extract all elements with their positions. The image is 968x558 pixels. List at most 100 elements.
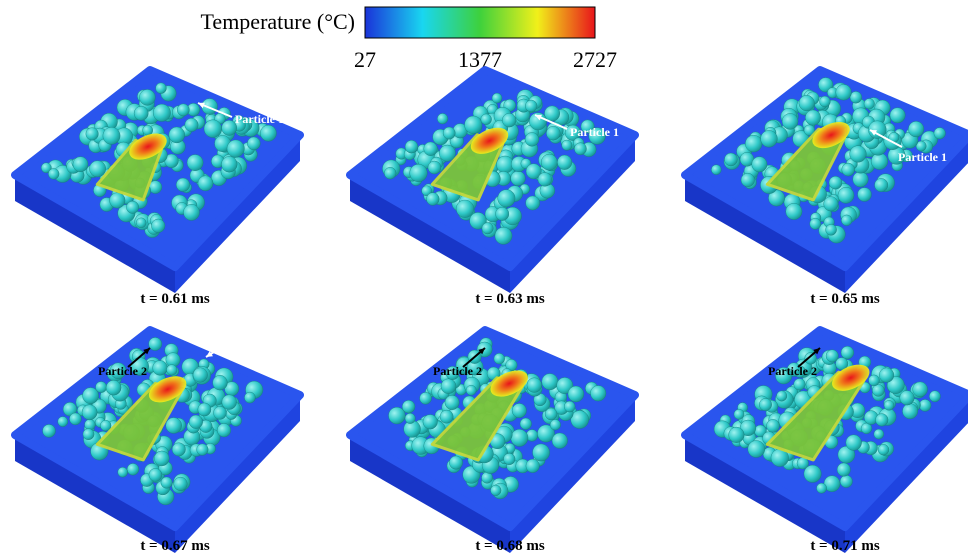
powder-particle	[840, 345, 855, 360]
powder-particle	[226, 139, 245, 158]
powder-particle	[197, 175, 214, 192]
annotation-label: Particle 2	[433, 364, 482, 378]
powder-particle	[449, 455, 463, 470]
powder-particle	[216, 423, 231, 438]
powder-particle	[889, 107, 906, 124]
powder-particle	[168, 126, 186, 144]
powder-particle	[541, 373, 559, 391]
arrow-head	[478, 348, 485, 355]
panel-caption: t = 0.61 ms	[140, 291, 210, 307]
powder-particle	[918, 399, 932, 412]
powder-particle	[422, 414, 438, 430]
powder-particle	[546, 125, 561, 141]
powder-particle	[564, 124, 581, 141]
powder-particle	[563, 400, 576, 413]
powder-particle	[221, 156, 238, 173]
powder-particle	[760, 130, 778, 148]
powder-particle	[388, 406, 406, 425]
powder-particle	[747, 440, 766, 458]
slab-side	[350, 175, 510, 293]
powder-particle	[100, 419, 112, 432]
slab-side	[685, 435, 845, 553]
powder-particle	[835, 357, 849, 371]
powder-particle	[247, 136, 261, 151]
slab-side	[510, 135, 635, 293]
powder-particle	[529, 112, 547, 131]
colorbar	[364, 6, 596, 39]
powder-particle	[570, 410, 589, 429]
powder-particle	[724, 152, 738, 167]
powder-particle	[102, 127, 121, 145]
slab-side	[15, 175, 175, 293]
arrow-head	[813, 348, 820, 355]
powder-particle	[85, 127, 99, 141]
arrow-head	[143, 348, 150, 355]
powder-particle	[401, 400, 416, 414]
powder-particle	[816, 482, 827, 494]
powder-particle	[221, 394, 237, 410]
powder-particle	[875, 413, 889, 427]
powder-particle	[212, 375, 228, 391]
powder-particle	[836, 462, 851, 477]
powder-particle	[879, 367, 895, 383]
powder-particle	[82, 428, 95, 440]
powder-particle	[793, 378, 806, 391]
panel-caption: t = 0.71 ms	[810, 538, 880, 554]
arrow-head	[535, 114, 542, 121]
panel-caption: t = 0.65 ms	[810, 291, 880, 307]
powder-particle	[133, 106, 149, 121]
powder-particle	[48, 168, 60, 180]
powder-particle	[213, 406, 227, 420]
powder-particle	[176, 103, 190, 117]
powder-particle	[151, 218, 166, 233]
powder-particle	[549, 419, 561, 431]
powder-particle	[57, 416, 69, 427]
powder-particle	[929, 390, 941, 403]
powder-particle	[841, 162, 855, 177]
powder-particle	[580, 119, 595, 134]
slab-side	[845, 137, 968, 293]
powder-particle	[491, 92, 503, 104]
powder-particle	[590, 385, 607, 402]
powder-particle	[775, 367, 793, 385]
panel-caption: t = 0.67 ms	[140, 538, 210, 554]
powder-particle	[899, 390, 915, 406]
powder-particle	[845, 434, 862, 451]
powder-particle	[497, 189, 516, 208]
powder-particle	[868, 374, 880, 387]
powder-particle	[437, 113, 449, 125]
powder-particle	[494, 226, 513, 245]
powder-particle	[105, 379, 122, 396]
powder-particle	[525, 163, 542, 180]
powder-particle	[196, 443, 209, 456]
powder-particle	[173, 476, 188, 491]
powder-particle	[126, 463, 140, 476]
powder-particle	[525, 195, 540, 211]
powder-particle	[445, 366, 460, 380]
powder-particle	[877, 444, 890, 456]
powder-particle	[260, 124, 277, 142]
powder-particle	[442, 126, 456, 140]
powder-particle	[502, 113, 517, 128]
powder-particle	[785, 203, 803, 220]
powder-particle	[490, 484, 502, 496]
powder-particle	[544, 105, 561, 122]
powder-particle	[768, 189, 786, 207]
powder-particle	[733, 409, 745, 420]
powder-particle	[567, 385, 585, 403]
slab-side	[175, 135, 300, 293]
powder-particle	[69, 412, 82, 426]
simulation-panel: Particle 1 Particle 2	[11, 326, 304, 553]
annotation-label: Particle 1	[225, 333, 274, 347]
powder-particle	[828, 175, 843, 190]
powder-particle	[915, 140, 927, 152]
powder-particle	[152, 103, 171, 122]
powder-particle	[870, 152, 888, 170]
powder-particle	[404, 413, 416, 424]
powder-particle	[837, 445, 856, 464]
powder-particle	[439, 144, 456, 162]
powder-particle	[740, 172, 755, 187]
melt-pool	[148, 376, 187, 403]
powder-particle	[540, 153, 558, 171]
powder-particle	[873, 428, 885, 440]
